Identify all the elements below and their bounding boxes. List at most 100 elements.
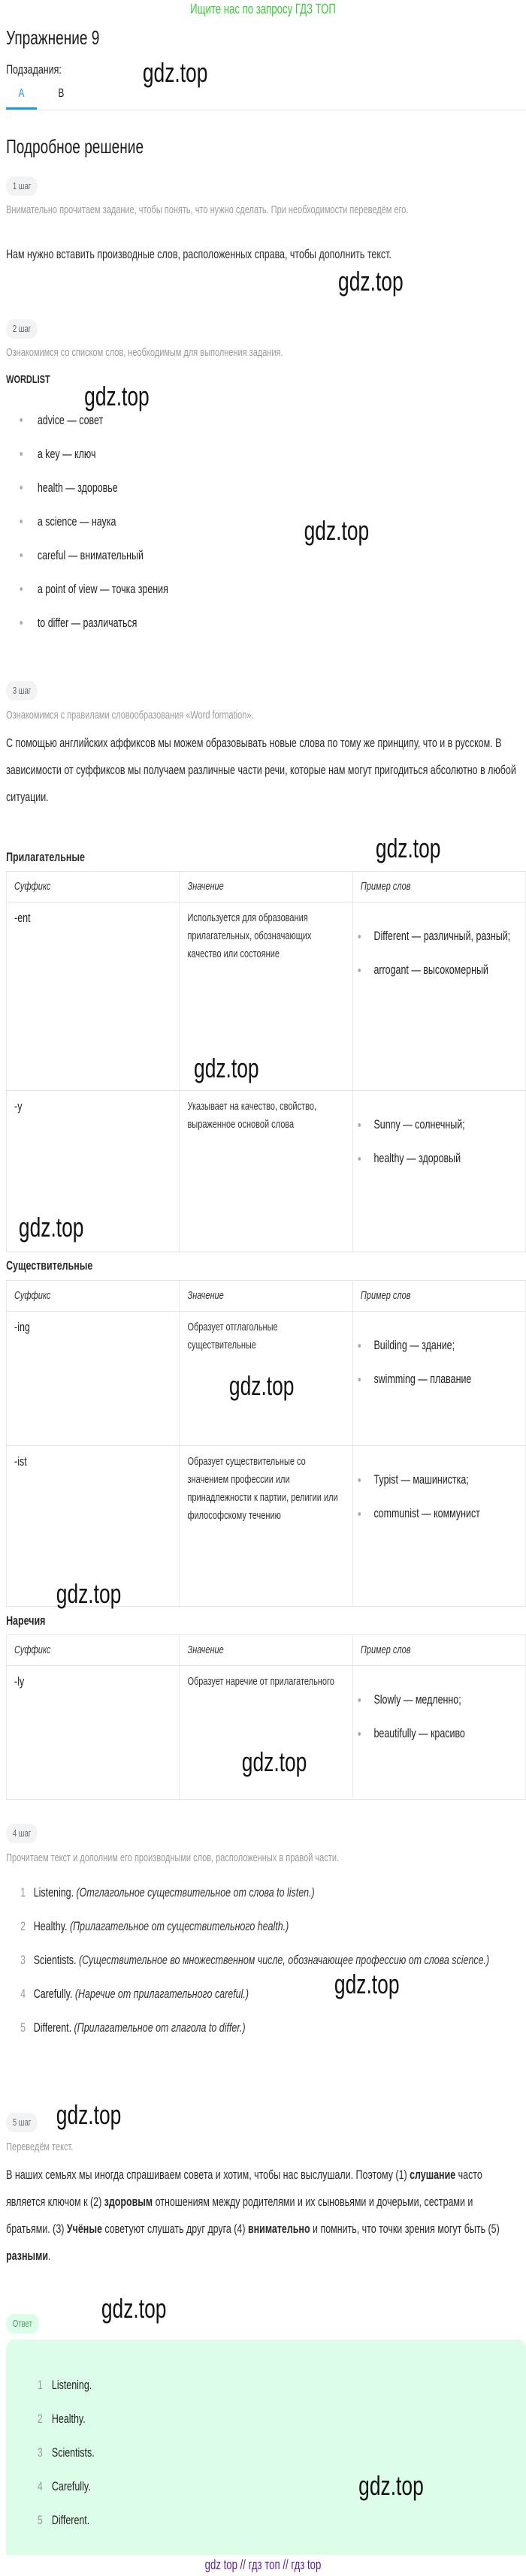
answer-text: Healthy. <box>51 2412 86 2426</box>
examples-cell: Sunny — солнечный; healthy — здоровый <box>352 1090 526 1252</box>
subtask-tabs: A B <box>6 81 526 110</box>
step-3-badge: 3 шаг <box>6 681 38 700</box>
example-item: beautifully — красиво <box>358 1720 519 1747</box>
item-answer: Healthy. <box>33 1919 68 1933</box>
search-banner: Ищите нас по запросу ГДЗ ТОП <box>190 2 336 17</box>
footer-link[interactable]: гдз top <box>291 2557 322 2572</box>
table-title-nouns: Существительные <box>6 1258 93 1273</box>
step-3-text: С помощью английских аффиксов мы можем о… <box>6 736 516 804</box>
answer-word: внимательно <box>247 2222 310 2236</box>
footer-separator: // <box>283 2557 289 2572</box>
table-header-row: Суффикс Значение Пример слов <box>6 871 526 902</box>
watermark: gdz.top <box>194 1053 259 1083</box>
page-title: Упражнение 9 <box>6 26 100 49</box>
answer-text: Carefully. <box>51 2479 91 2493</box>
text-segment: отношениям между родителями и их сыновья… <box>6 2195 473 2236</box>
example-text: Slowly — медленно; <box>373 1692 461 1707</box>
suffix-cell: -ent <box>6 902 180 1091</box>
list-item: a science — наука <box>6 505 502 538</box>
example-item: communist — коммунист <box>358 1500 519 1527</box>
step-5-hint: Переведём текст. <box>6 2141 74 2153</box>
example-item: arrogant — высокомерный <box>358 957 519 984</box>
solution-title: Подробное решение <box>6 135 144 158</box>
step-5-translation: В наших семьях мы иногда спрашиваем сове… <box>6 2162 518 2270</box>
meaning-cell: Используется для образования прилагатель… <box>179 902 353 1091</box>
footer-link[interactable]: гдз топ <box>248 2557 280 2572</box>
step-1-hint: Внимательно прочитаем задание, чтобы пон… <box>6 203 409 216</box>
item-note: (Наречие от прилагательного careful.) <box>74 1987 249 2001</box>
example-text: communist — коммунист <box>373 1506 480 1520</box>
examples-cell: Typist — машинистка; communist — коммунис… <box>352 1445 526 1607</box>
word-translation: advice — совет <box>37 413 104 427</box>
bullet-icon <box>358 1512 361 1516</box>
list-item: a point of view — точка зрения <box>6 572 502 606</box>
column-header: Суффикс <box>6 1280 180 1312</box>
bullet-icon <box>358 1157 361 1161</box>
wordlist: advice — совет a key — ключ health — здоро… <box>6 403 502 640</box>
meaning-cell: Образует существительные со значением пр… <box>179 1445 353 1607</box>
suffix-table-nouns: Суффикс Значение Пример слов -ing Образует о… <box>6 1280 526 1607</box>
watermark: gdz.top <box>228 1370 295 1401</box>
column-header: Значение <box>179 1280 353 1312</box>
list-item: 4 Carefully. (Наречие от прилагательного … <box>6 1980 507 2008</box>
example-text: arrogant — высокомерный <box>373 963 488 977</box>
column-header: Значение <box>179 871 353 902</box>
meaning-cell: Указывает на качество, свойство, выражен… <box>179 1090 353 1252</box>
item-number: 1 <box>37 2378 43 2392</box>
bullet-icon <box>358 1732 361 1736</box>
bullet-icon <box>20 486 23 490</box>
answer-badge: Ответ <box>6 2314 39 2333</box>
list-item: to differ — различаться <box>6 606 502 640</box>
watermark: gdz.top <box>338 266 404 297</box>
bullet-icon <box>358 1123 361 1127</box>
bullet-icon <box>358 969 361 972</box>
watermark: gdz.top <box>375 833 441 863</box>
example-item: Slowly — медленно; <box>358 1686 519 1713</box>
tab-b[interactable]: B <box>58 87 65 100</box>
answer-word: слушание <box>410 2168 456 2182</box>
item-number: 1 <box>20 1885 26 1900</box>
watermark: gdz.top <box>334 1969 400 1999</box>
watermark: gdz.top <box>18 1212 84 1243</box>
suffix-cell: -ly <box>6 1665 180 1800</box>
text-segment: . <box>48 2249 51 2263</box>
example-item: Sunny — солнечный; <box>358 1111 519 1138</box>
word-translation: a key — ключ <box>37 447 96 461</box>
watermark: gdz.top <box>241 1746 307 1777</box>
answer-item: 5 Different. <box>6 2503 526 2537</box>
watermark: gdz.top <box>101 2293 167 2324</box>
example-item: Typist — машинистка; <box>358 1466 519 1493</box>
answer-text: Different. <box>51 2513 90 2527</box>
examples-cell: Building — здание; swimming — плавание <box>352 1311 526 1446</box>
column-header: Пример слов <box>352 1280 526 1312</box>
step-3-hint: Ознакомимся с правилами словообразования… <box>6 709 254 722</box>
subtasks-label: Подзадания: <box>6 62 62 77</box>
answer-text: Scientists. <box>51 2445 95 2460</box>
item-number: 2 <box>20 1919 26 1933</box>
tab-a[interactable]: A <box>6 81 38 110</box>
word-translation: health — здоровье <box>37 481 118 495</box>
step-4-hint: Прочитаем текст и дополним его производн… <box>6 1851 340 1864</box>
item-answer: Listening. <box>33 1885 74 1900</box>
item-note: (Прилагательное от существительного heal… <box>69 1919 289 1933</box>
table-row: -ist Образует существительные со значение… <box>6 1445 526 1607</box>
word-translation: to differ — различаться <box>37 616 138 630</box>
example-text: swimming — плавание <box>373 1372 472 1386</box>
item-note: (Прилагательное от глагола to differ.) <box>74 2020 246 2035</box>
example-text: Sunny — солнечный; <box>373 1117 465 1131</box>
footer-separator: // <box>240 2557 246 2572</box>
footer-link[interactable]: gdz top <box>204 2557 237 2572</box>
answer-word: Учёные <box>66 2222 102 2236</box>
answer-word: разными <box>6 2249 49 2263</box>
item-answer: Scientists. <box>33 1953 77 1967</box>
word-translation: a science — наука <box>37 514 116 529</box>
suffix-table: Суффикс Значение Пример слов -ly Образует на… <box>6 1634 526 1800</box>
table-row: -ent Используется для образования прилага… <box>6 902 526 1091</box>
examples-cell: Different — различный, разный; arrogant —… <box>352 902 526 1091</box>
example-item: Different — различный, разный; <box>358 923 519 950</box>
footer-links: gdz top // гдз топ // гдз top <box>0 2556 526 2574</box>
list-item: advice — совет <box>6 403 502 437</box>
bullet-icon <box>20 452 23 456</box>
column-header: Суффикс <box>6 1634 180 1666</box>
